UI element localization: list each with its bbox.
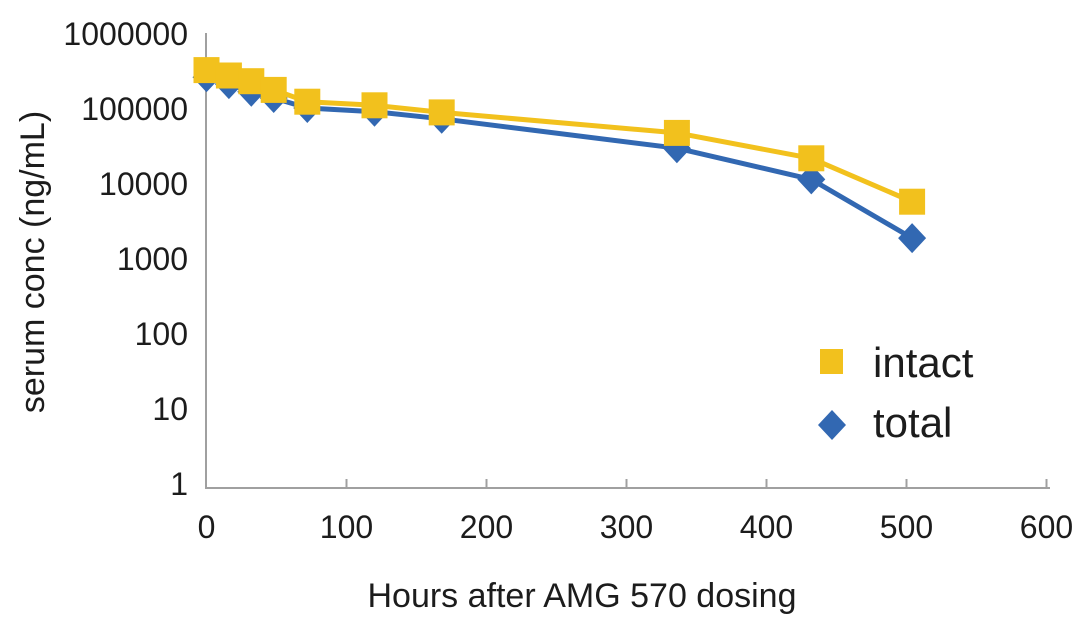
legend-intact-label: intact xyxy=(873,339,974,386)
intact-marker xyxy=(238,68,265,95)
y-tick-label: 10 xyxy=(152,391,188,427)
intact-marker xyxy=(899,188,926,215)
total-marker xyxy=(898,223,927,254)
y-tick-label: 1 xyxy=(170,466,188,502)
legend-total-diamond-icon xyxy=(818,410,846,440)
intact-marker xyxy=(361,92,388,119)
x-tick-label: 300 xyxy=(600,509,653,545)
x-tick-label: 400 xyxy=(740,509,793,545)
series-layer xyxy=(192,57,927,254)
series-intact xyxy=(193,57,926,215)
x-tick-label: 600 xyxy=(1020,509,1073,545)
intact-marker xyxy=(294,88,321,115)
y-axis-title: serum conc (ng/mL) xyxy=(14,111,52,413)
y-tick-label: 1000 xyxy=(117,241,188,277)
axes: 0 100 200 300 400 500 600 1000000 100000 10000 100… xyxy=(63,16,1073,545)
x-tick-label: 100 xyxy=(320,509,373,545)
y-tick-label: 1000000 xyxy=(63,16,188,52)
total-marker xyxy=(797,164,826,195)
intact-marker xyxy=(260,76,287,103)
x-tick-label: 200 xyxy=(460,509,513,545)
legend-intact-square-icon xyxy=(820,349,843,374)
intact-marker xyxy=(215,62,242,89)
y-tick-label: 100000 xyxy=(81,91,188,127)
y-tick-label: 10000 xyxy=(99,166,188,202)
x-axis-title: Hours after AMG 570 dosing xyxy=(367,577,796,615)
x-tick-label: 0 xyxy=(198,509,216,545)
intact-marker xyxy=(663,119,690,146)
legend: intact total xyxy=(818,339,974,446)
y-tick-label: 100 xyxy=(135,316,188,352)
intact-marker xyxy=(428,99,455,126)
legend-total-label: total xyxy=(873,399,952,446)
intact-marker xyxy=(798,145,825,172)
x-tick-label: 500 xyxy=(880,509,933,545)
intact-marker xyxy=(193,57,220,84)
